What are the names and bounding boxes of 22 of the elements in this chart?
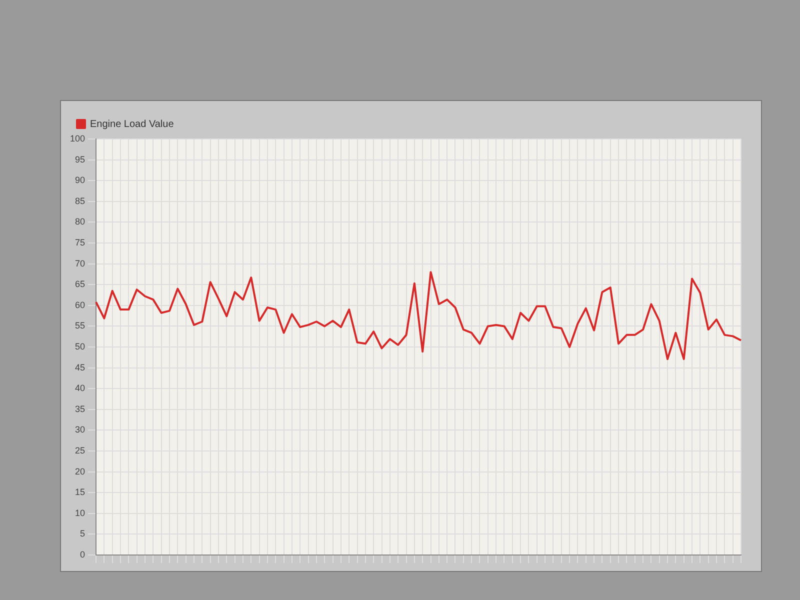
y-tick-label: 65 — [75, 279, 86, 290]
y-tick-label: 40 — [75, 383, 86, 394]
y-tick-label: 45 — [75, 362, 86, 372]
y-tick-label: 20 — [75, 466, 86, 476]
y-tick-label: 10 — [75, 508, 86, 518]
y-tick-label: 25 — [75, 445, 86, 456]
y-tick-label: 95 — [75, 154, 86, 164]
y-tick-label: 70 — [75, 258, 86, 268]
y-tick-label: 55 — [75, 320, 86, 331]
y-tick-label: 0 — [80, 549, 86, 560]
y-tick-label: 75 — [75, 237, 86, 248]
y-tick-label: 80 — [75, 216, 86, 227]
y-tick-label: 5 — [80, 528, 86, 539]
y-tick-label: 90 — [75, 175, 86, 186]
y-tick-label: 50 — [75, 341, 86, 352]
y-tick-label: 30 — [75, 424, 86, 435]
y-tick-label: 85 — [75, 196, 86, 206]
y-tick-label: 15 — [75, 487, 86, 498]
y-tick-label: 60 — [75, 300, 86, 310]
legend-label: Engine Load Value — [90, 118, 174, 130]
y-tick-label: 35 — [75, 404, 86, 414]
y-tick-label: 100 — [70, 133, 86, 144]
